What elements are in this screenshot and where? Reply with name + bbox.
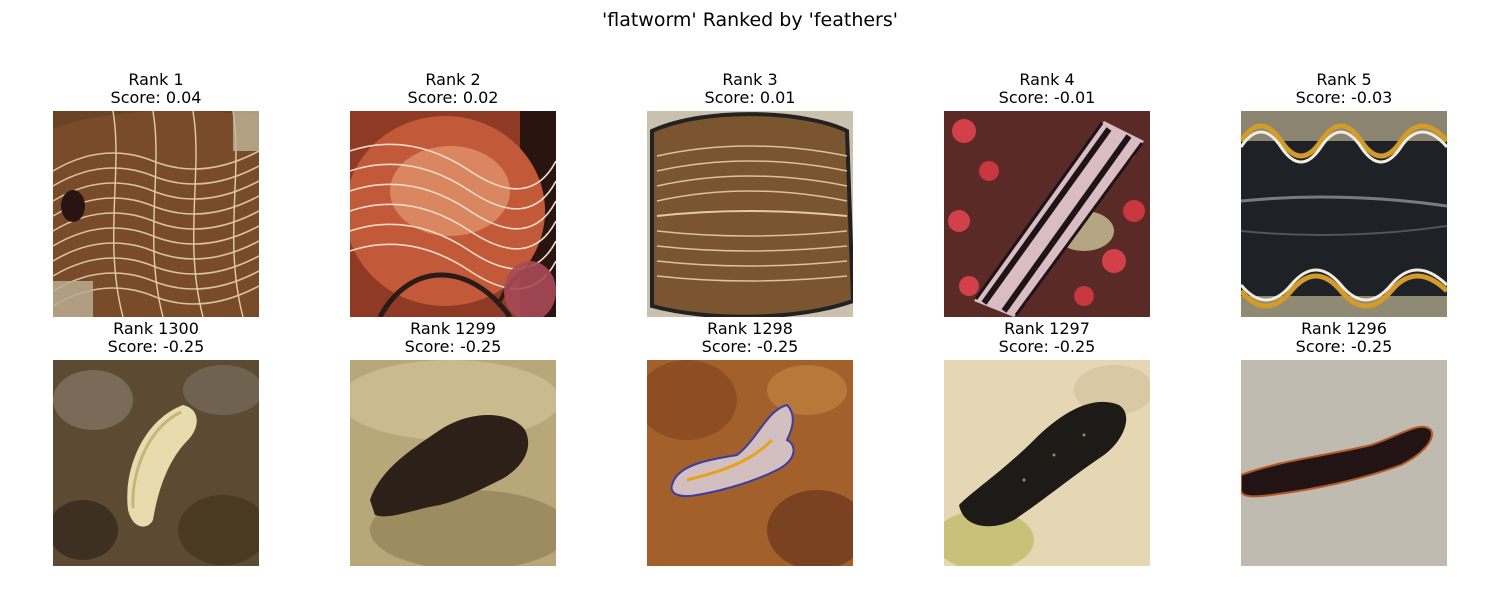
flatworm-photo [1241, 111, 1447, 317]
figure-title: 'flatworm' Ranked by 'feathers' [602, 9, 898, 31]
score-label: Score: 0.01 [704, 88, 796, 107]
flatworm-photo [647, 360, 853, 566]
rank-label: Rank 4 [1019, 70, 1075, 89]
rank-label: Rank 1297 [1004, 319, 1090, 338]
rank-label: Rank 5 [1316, 70, 1372, 89]
score-label: Score: 0.04 [110, 88, 202, 107]
flatworm-photo [944, 111, 1150, 317]
score-label: Score: -0.03 [1295, 88, 1393, 107]
flatworm-photo [1241, 360, 1447, 566]
flatworm-photo [53, 360, 259, 566]
flatworm-photo [350, 360, 556, 566]
score-label: Score: -0.25 [998, 337, 1096, 356]
score-label: Score: -0.25 [1295, 337, 1393, 356]
flatworm-photo [53, 111, 259, 317]
score-label: Score: 0.02 [407, 88, 499, 107]
flatworm-photo [944, 360, 1150, 566]
flatworm-photo [350, 111, 556, 317]
rank-label: Rank 2 [425, 70, 481, 89]
rank-label: Rank 1298 [707, 319, 793, 338]
rank-label: Rank 1299 [410, 319, 496, 338]
rank-label: Rank 3 [722, 70, 778, 89]
score-label: Score: -0.01 [998, 88, 1096, 107]
score-label: Score: -0.25 [107, 337, 205, 356]
score-label: Score: -0.25 [701, 337, 799, 356]
rank-label: Rank 1 [128, 70, 184, 89]
rank-label: Rank 1300 [113, 319, 199, 338]
rank-label: Rank 1296 [1301, 319, 1387, 338]
flatworm-photo [647, 111, 853, 317]
score-label: Score: -0.25 [404, 337, 502, 356]
